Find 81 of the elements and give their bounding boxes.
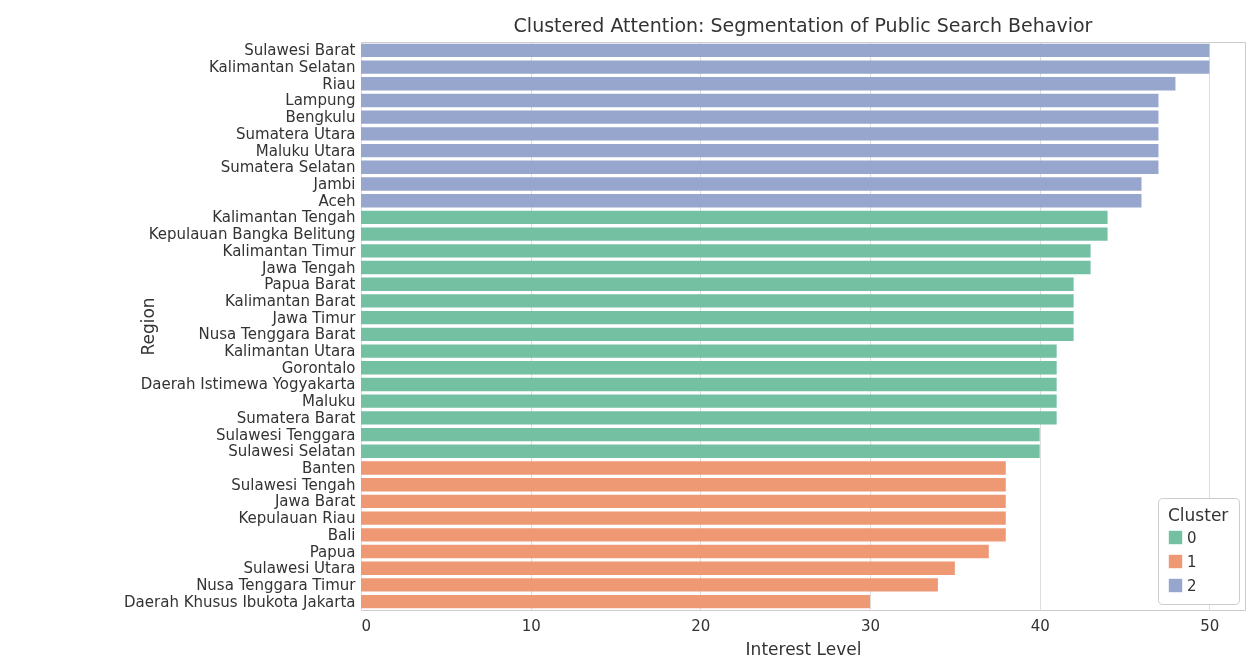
y-tick-label: Aceh <box>318 191 356 210</box>
y-tick-label: Lampung <box>285 91 356 110</box>
bar <box>361 294 1074 308</box>
bar <box>361 461 1006 475</box>
y-tick-label: Bengkulu <box>285 108 356 127</box>
legend-label: 2 <box>1187 576 1197 595</box>
y-tick-label: Daerah Istimewa Yogyakarta <box>140 375 356 394</box>
y-tick-label: Kalimantan Tengah <box>212 208 356 227</box>
y-tick-label: Bali <box>327 525 356 544</box>
bar <box>361 43 1210 58</box>
bar <box>361 244 1091 258</box>
bar <box>361 277 1074 291</box>
bar <box>361 327 1074 342</box>
y-tick-label: Kepulauan Bangka Belitung <box>148 225 356 244</box>
y-tick-label: Sulawesi Selatan <box>228 442 356 461</box>
y-tick-label: Papua <box>309 542 356 561</box>
bar <box>361 478 1006 492</box>
x-tick-label: 0 <box>361 616 372 635</box>
y-tick-label: Nusa Tenggara Timur <box>196 575 357 594</box>
y-tick-label: Sulawesi Utara <box>243 559 356 578</box>
y-tick-label: Kepulauan Riau <box>238 509 356 528</box>
bar <box>361 210 1108 225</box>
y-axis-title: Region <box>137 297 158 356</box>
y-tick-label: Gorontalo <box>281 358 356 377</box>
y-tick-label: Kalimantan Timur <box>222 241 357 260</box>
x-tick-label: 30 <box>860 616 881 635</box>
bar <box>361 160 1159 174</box>
bar <box>361 361 1057 375</box>
legend-title: Cluster <box>1168 505 1229 525</box>
bar <box>361 143 1159 158</box>
x-tick-label: 10 <box>521 616 541 635</box>
bar <box>361 528 1006 542</box>
y-tick-label: Jawa Tengah <box>261 258 356 277</box>
bar <box>361 344 1057 358</box>
bar <box>361 194 1142 208</box>
y-tick-label: Sumatera Utara <box>236 124 356 143</box>
bar <box>361 561 955 575</box>
bar <box>361 77 1176 91</box>
chart-title: Clustered Attention: Segmentation of Public Search Behavior <box>513 14 1093 36</box>
y-tick-label: Daerah Khusus Ibukota Jakarta <box>124 592 356 611</box>
y-tick-label: Kalimantan Selatan <box>209 58 356 77</box>
y-tick-label: Papua Barat <box>264 275 356 294</box>
y-tick-label: Sumatera Barat <box>236 408 356 427</box>
bar <box>361 60 1210 74</box>
bar <box>361 411 1057 425</box>
bar <box>361 177 1142 191</box>
legend-label: 1 <box>1187 552 1197 571</box>
y-tick-label: Riau <box>322 74 356 93</box>
y-tick-label: Sulawesi Barat <box>244 41 356 60</box>
y-tick-label: Banten <box>301 459 356 477</box>
bar <box>361 310 1074 325</box>
bar <box>361 578 938 592</box>
y-tick-label: Maluku <box>301 392 356 411</box>
y-tick-label: Jambi <box>312 175 356 193</box>
bar <box>361 93 1159 108</box>
bar <box>361 394 1057 408</box>
bar <box>361 127 1159 141</box>
bar <box>361 494 1006 509</box>
bar <box>361 227 1108 241</box>
bar <box>361 544 989 559</box>
x-tick-label: 40 <box>1030 616 1050 635</box>
y-tick-label: Nusa Tenggara Barat <box>198 325 356 344</box>
y-tick-label: Sumatera Selatan <box>220 158 356 177</box>
bar <box>361 444 1040 458</box>
y-tick-label: Sulawesi Tenggara <box>215 425 356 444</box>
bar <box>361 110 1159 124</box>
x-tick-label: 20 <box>691 616 711 635</box>
x-tick-label: 50 <box>1200 616 1220 635</box>
y-tick-label: Jawa Barat <box>273 492 356 511</box>
bar <box>361 511 1006 525</box>
legend-label: 0 <box>1187 528 1197 547</box>
y-tick-label: Maluku Utara <box>255 141 356 160</box>
bar <box>361 427 1040 442</box>
bar <box>361 594 871 609</box>
x-axis-title: Interest Level <box>745 638 862 659</box>
y-tick-label: Jawa Timur <box>271 308 357 327</box>
y-tick-label: Kalimantan Utara <box>224 342 356 361</box>
y-tick-label: Sulawesi Tengah <box>231 475 356 494</box>
y-tick-label: Kalimantan Barat <box>225 291 356 310</box>
bar <box>361 260 1091 275</box>
bar <box>361 377 1057 392</box>
